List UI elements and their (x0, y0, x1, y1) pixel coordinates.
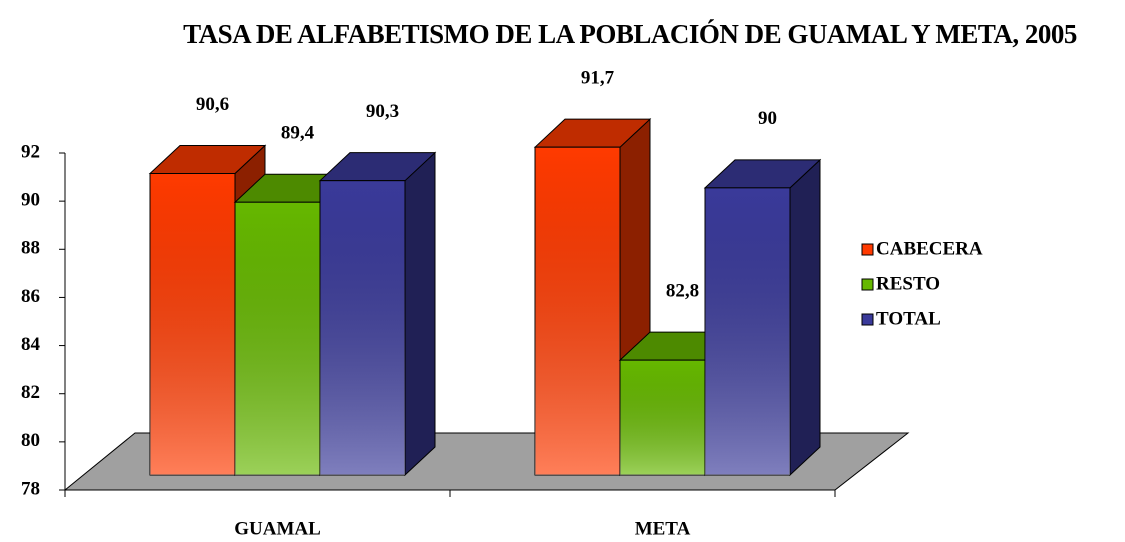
bar-shade (320, 180, 405, 475)
x-tick-label: META (635, 518, 691, 539)
data-label: 82,8 (666, 281, 699, 302)
y-tick-label: 88 (21, 238, 40, 259)
y-tick-label: 92 (21, 141, 40, 162)
y-tick-label: 86 (21, 286, 40, 307)
y-tick-label: 82 (21, 382, 40, 403)
y-tick-label: 90 (21, 190, 40, 211)
y-tick-label: 78 (21, 478, 40, 499)
data-label: 89,4 (281, 123, 315, 144)
data-label: 91,7 (581, 68, 615, 89)
bar-side (789, 158, 821, 477)
bar-shade (620, 360, 705, 475)
bar-shade (705, 187, 790, 475)
data-label: 90,6 (196, 94, 229, 115)
chart-title: TASA DE ALFABETISMO DE LA POBLACIÓN DE G… (183, 19, 1077, 49)
legend-swatch (861, 278, 874, 291)
bar-shade (150, 173, 235, 475)
x-tick-label: GUAMAL (234, 518, 321, 539)
bar-side (404, 151, 436, 477)
legend-label: TOTAL (876, 308, 941, 329)
legend-swatch (861, 313, 874, 326)
bar-shade (535, 147, 620, 475)
legend-label: CABECERA (876, 238, 983, 259)
y-tick-label: 84 (21, 334, 41, 355)
legend-label: RESTO (876, 273, 940, 294)
bar-shade (235, 202, 320, 475)
legend-swatch (861, 243, 874, 256)
data-label: 90,3 (366, 101, 399, 122)
data-label: 90 (758, 108, 777, 129)
y-tick-label: 80 (21, 430, 40, 451)
